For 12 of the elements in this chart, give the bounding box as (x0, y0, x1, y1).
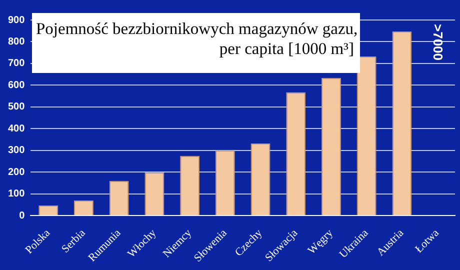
y-tick-label: 0 (19, 210, 26, 222)
y-tick-label: 500 (8, 102, 26, 113)
y-tick-label: 300 (8, 145, 26, 156)
y-tick-label: 800 (8, 36, 26, 48)
y-tick-label: 600 (8, 80, 26, 91)
y-tick-label: 700 (8, 58, 26, 70)
y-tick-label: 900 (8, 14, 26, 26)
annotation: >7000 (430, 24, 446, 61)
text: Pojemność bezzbiornikowych magazynów gazu, per capita [1000 m³] (32, 13, 360, 73)
y-tick-label: 200 (8, 166, 26, 178)
y-tick-label: 100 (8, 188, 26, 200)
y-tick-label: 400 (8, 123, 26, 134)
